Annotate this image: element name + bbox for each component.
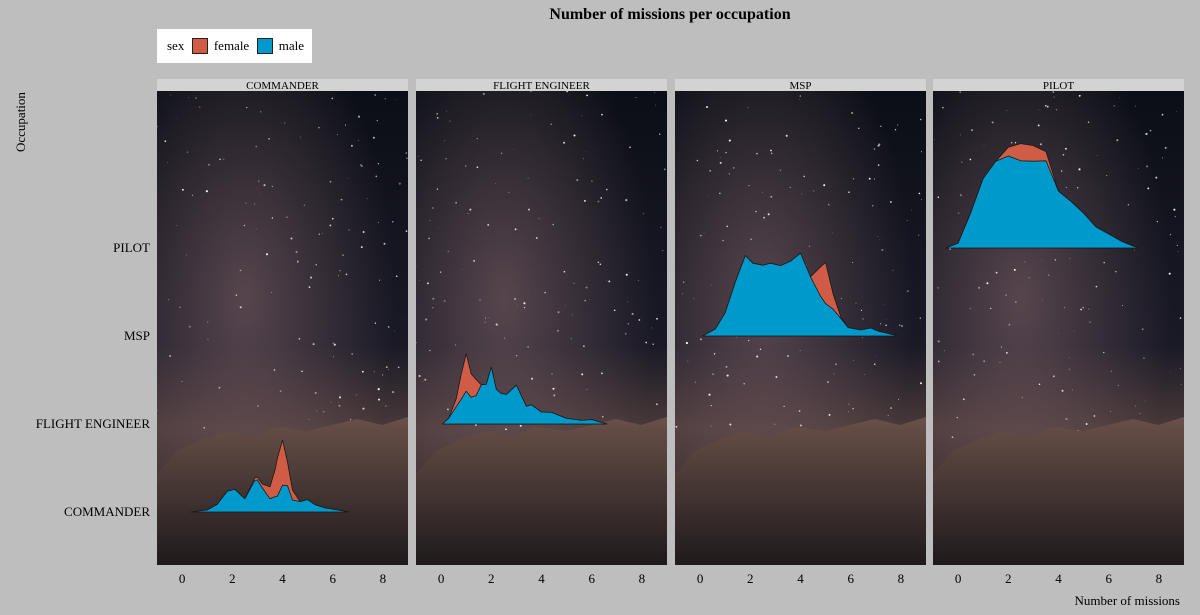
legend-key-male	[257, 38, 273, 54]
facet-plot	[416, 79, 667, 565]
facet-plot	[157, 79, 408, 565]
x-tick-label: 6	[847, 571, 854, 586]
y-tick-label: COMMANDER	[64, 504, 150, 519]
y-axis-title: Occupation	[13, 92, 28, 152]
facet-strip-label: COMMANDER	[157, 79, 408, 91]
x-tick-label: 8	[379, 571, 387, 586]
x-tick-label: 2	[1005, 571, 1012, 586]
x-tick-label: 8	[1155, 571, 1163, 586]
x-tick-label: 4	[538, 571, 545, 586]
facet-plot	[675, 79, 926, 565]
y-tick-label: PILOT	[113, 240, 150, 255]
facet-panel: PILOT	[933, 79, 1184, 565]
x-tick-label: 4	[797, 571, 804, 586]
x-tick-label: 4	[279, 571, 286, 586]
mountain-silhouette	[416, 417, 667, 565]
mountain-silhouette	[933, 417, 1184, 565]
x-tick-label: 0	[178, 571, 186, 586]
density-male	[945, 155, 1140, 249]
mountain-silhouette	[675, 417, 926, 565]
facet-strip-label: PILOT	[933, 79, 1184, 91]
facet-panel: COMMANDER	[157, 79, 408, 565]
legend-label-male: male	[278, 38, 304, 53]
y-tick-label: FLIGHT ENGINEER	[35, 416, 150, 431]
facet-panel: FLIGHT ENGINEER	[416, 79, 667, 565]
facet-strip-label: FLIGHT ENGINEER	[416, 79, 667, 91]
y-tick-label: MSP	[123, 328, 150, 343]
x-tick-label: 2	[488, 571, 495, 586]
density-male	[702, 252, 899, 337]
stars	[675, 79, 923, 436]
x-tick-label: 6	[1105, 571, 1112, 586]
density-male	[442, 366, 608, 425]
x-tick-label: 8	[638, 571, 646, 586]
x-axis-title: Number of missions	[1074, 593, 1180, 608]
facet-plot	[933, 79, 1184, 565]
legend-label-female: female	[213, 38, 250, 53]
density-male	[190, 479, 350, 513]
x-tick-label: 4	[1055, 571, 1062, 586]
x-tick-label: 6	[329, 571, 336, 586]
facet-strip-label: MSP	[675, 79, 926, 91]
facet-panel: MSP	[675, 79, 926, 565]
x-tick-label: 2	[229, 571, 236, 586]
x-tick-label: 2	[747, 571, 754, 586]
x-tick-label: 0	[696, 571, 704, 586]
x-tick-label: 0	[954, 571, 962, 586]
chart-title: Number of missions per occupation	[549, 6, 791, 23]
x-tick-label: 8	[897, 571, 905, 586]
legend-key-female	[192, 38, 208, 54]
x-tick-label: 6	[588, 571, 595, 586]
x-tick-label: 0	[437, 571, 445, 586]
legend: sex female male	[157, 29, 312, 63]
legend-title: sex	[167, 38, 185, 53]
